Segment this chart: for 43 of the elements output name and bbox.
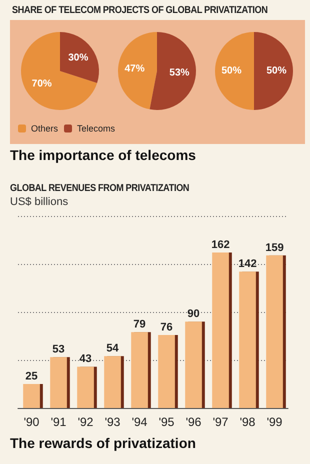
data-label: 90 xyxy=(187,308,200,320)
data-label: 159 xyxy=(265,242,284,254)
legend-label: Telecoms xyxy=(77,124,116,134)
data-label: 53 xyxy=(52,344,65,356)
bar xyxy=(239,272,256,408)
x-tick-label: '95 xyxy=(158,415,175,429)
data-label: 142 xyxy=(238,258,257,270)
x-tick-label: '99 xyxy=(266,415,283,429)
text: The importance of telecoms xyxy=(10,147,196,163)
x-tick-label: '96 xyxy=(186,415,202,429)
data-label: 76 xyxy=(160,322,173,334)
x-tick-label: '94 xyxy=(132,415,148,429)
bar xyxy=(77,366,94,408)
bar xyxy=(50,357,67,408)
data-label: 30% xyxy=(68,52,88,64)
data-label: 54 xyxy=(106,342,120,355)
x-tick-label: '91 xyxy=(50,415,67,429)
x-tick-label: '92 xyxy=(78,415,94,429)
data-label: 50% xyxy=(266,66,287,76)
bar xyxy=(23,384,40,408)
x-tick-label: '98 xyxy=(240,415,256,429)
data-label: 162 xyxy=(211,238,230,251)
data-label: 79 xyxy=(133,318,146,331)
text: The rewards of privatization xyxy=(10,435,196,451)
text: SHARE OF TELECOM PROJECTS OF GLOBAL PRIVATIZATION xyxy=(12,5,268,16)
data-label: 53% xyxy=(169,68,190,79)
data-label: 70% xyxy=(32,78,52,90)
data-label: 25 xyxy=(25,370,38,382)
bar xyxy=(104,356,121,408)
bar xyxy=(131,332,148,408)
bar xyxy=(185,322,202,408)
data-label: 47% xyxy=(124,63,145,74)
x-tick-label: '97 xyxy=(212,415,229,429)
x-tick-label: '93 xyxy=(104,415,121,429)
bar xyxy=(266,255,283,408)
legend-label: Others xyxy=(31,124,59,134)
bar xyxy=(212,252,229,408)
x-tick-label: '90 xyxy=(24,415,40,429)
data-label: 50% xyxy=(221,66,242,76)
y-axis-title: US$ billions xyxy=(10,196,68,208)
data-label: 43 xyxy=(79,353,92,366)
chart-title: GLOBAL REVENUES FROM PRIVATIZATION xyxy=(10,183,190,194)
bar xyxy=(158,335,175,408)
